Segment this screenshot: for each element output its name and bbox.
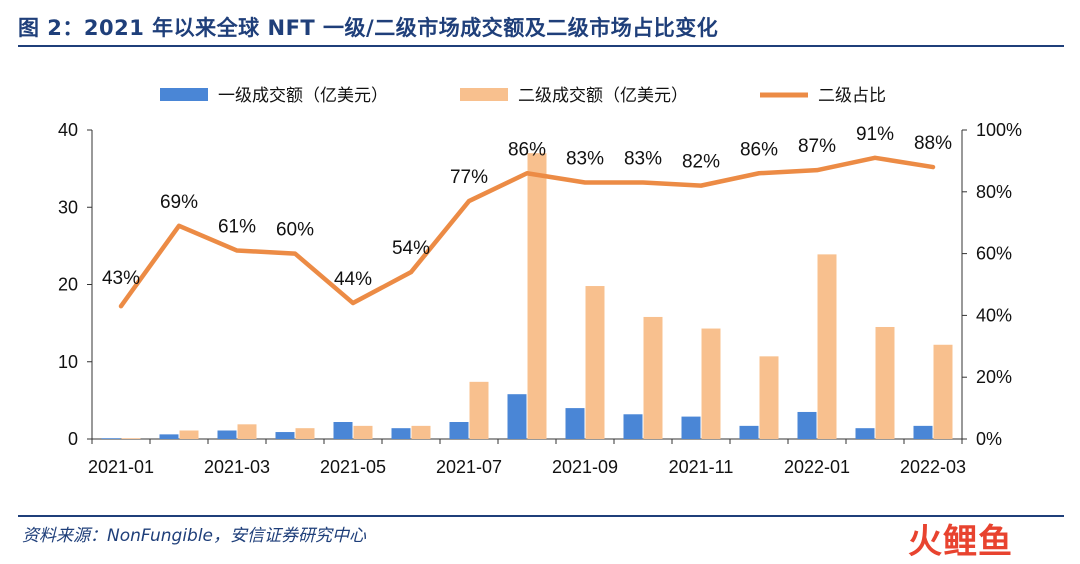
ratio-line-path [118, 155, 936, 309]
primary-bar [159, 434, 179, 439]
source-note: 资料来源：NonFungible，安信证券研究中心 [22, 526, 367, 546]
watermark-logo: 火鲤鱼 [908, 522, 1013, 562]
secondary-bar [759, 356, 779, 439]
x-tick-label: 2021-03 [204, 457, 270, 477]
primary-bar [391, 428, 411, 439]
x-tick-label: 2021-01 [88, 457, 154, 477]
primary-bar [565, 408, 585, 439]
legend-ratio-label: 二级占比 [818, 86, 886, 105]
secondary-bar [585, 286, 605, 439]
left-tick-label: 40 [58, 120, 78, 140]
ratio-data-label: 61% [218, 217, 256, 238]
secondary-bar [933, 344, 953, 439]
ratio-data-label: 44% [334, 269, 372, 290]
right-tick-label: 20% [976, 367, 1012, 387]
legend-primary-swatch [160, 88, 208, 101]
x-tick-label: 2021-07 [436, 457, 502, 477]
x-tick-label: 2022-01 [784, 457, 850, 477]
primary-bar [275, 432, 295, 439]
ratio-data-label: 83% [624, 149, 662, 170]
right-tick-label: 0% [976, 429, 1002, 449]
secondary-bar [295, 428, 315, 439]
secondary-bar [411, 425, 431, 439]
secondary-bar [527, 153, 547, 440]
legend: 一级成交额（亿美元） 二级成交额（亿美元） 二级占比 [160, 86, 886, 105]
ratio-data-label: 86% [740, 139, 778, 160]
x-tick-label: 2021-09 [552, 457, 618, 477]
ratio-data-label: 82% [682, 152, 720, 173]
title-rule [18, 45, 1064, 47]
right-tick-label: 80% [976, 182, 1012, 202]
primary-bar [217, 430, 237, 439]
primary-bar [623, 414, 643, 439]
footer-rule [18, 515, 1064, 517]
primary-bar [855, 428, 875, 439]
right-tick-label: 100% [976, 120, 1022, 140]
secondary-bar [353, 425, 373, 439]
right-tick-label: 40% [976, 305, 1012, 325]
ratio-data-label: 86% [508, 139, 546, 160]
legend-secondary-swatch [460, 88, 508, 101]
x-tick-label: 2021-05 [320, 457, 386, 477]
left-tick-label: 20 [58, 275, 78, 295]
secondary-bar [643, 316, 663, 439]
ratio-data-label: 54% [392, 238, 430, 259]
legend-secondary-label: 二级成交额（亿美元） [518, 86, 688, 105]
primary-bar [507, 394, 527, 439]
bars [101, 153, 953, 440]
x-tick-label: 2022-03 [900, 457, 966, 477]
secondary-bar [469, 381, 489, 439]
ratio-data-label: 88% [914, 133, 952, 154]
x-tick-label: 2021-11 [669, 457, 734, 477]
chart-title: 图 2：2021 年以来全球 NFT 一级/二级市场成交额及二级市场占比变化 [18, 16, 719, 40]
secondary-bar [701, 328, 721, 439]
ratio-data-label: 83% [566, 149, 604, 170]
ratio-data-label: 60% [276, 220, 314, 241]
left-tick-label: 10 [58, 352, 78, 372]
ratio-data-label: 43% [102, 268, 140, 289]
primary-bar [681, 416, 701, 439]
axes: 0 10 20 30 40 0% 20% 40% 60% 80% 100% 2021-01 2021-0… [58, 120, 1022, 477]
primary-bar [449, 422, 469, 439]
ratio-data-label: 77% [450, 167, 488, 188]
secondary-bar [875, 326, 895, 439]
primary-bar [739, 425, 759, 439]
primary-bar [913, 425, 933, 439]
primary-bar [333, 422, 353, 439]
ratio-data-label: 91% [856, 124, 894, 145]
primary-bar [101, 438, 121, 439]
ratio-data-label: 69% [160, 192, 198, 213]
left-tick-label: 0 [68, 429, 78, 449]
data-labels: 43% 69% 61% 60% 44% 54% 77% 86% 83% 83% 82% 86% 87% 9… [102, 124, 952, 290]
legend-primary-label: 一级成交额（亿美元） [218, 86, 388, 105]
left-tick-label: 30 [58, 197, 78, 217]
right-tick-label: 60% [976, 244, 1012, 264]
primary-bar [797, 411, 817, 439]
secondary-bar [237, 424, 257, 439]
ratio-line [118, 155, 936, 309]
secondary-bar [179, 430, 199, 439]
secondary-bar [121, 438, 141, 439]
secondary-bar [817, 254, 837, 439]
ratio-data-label: 87% [798, 136, 836, 157]
